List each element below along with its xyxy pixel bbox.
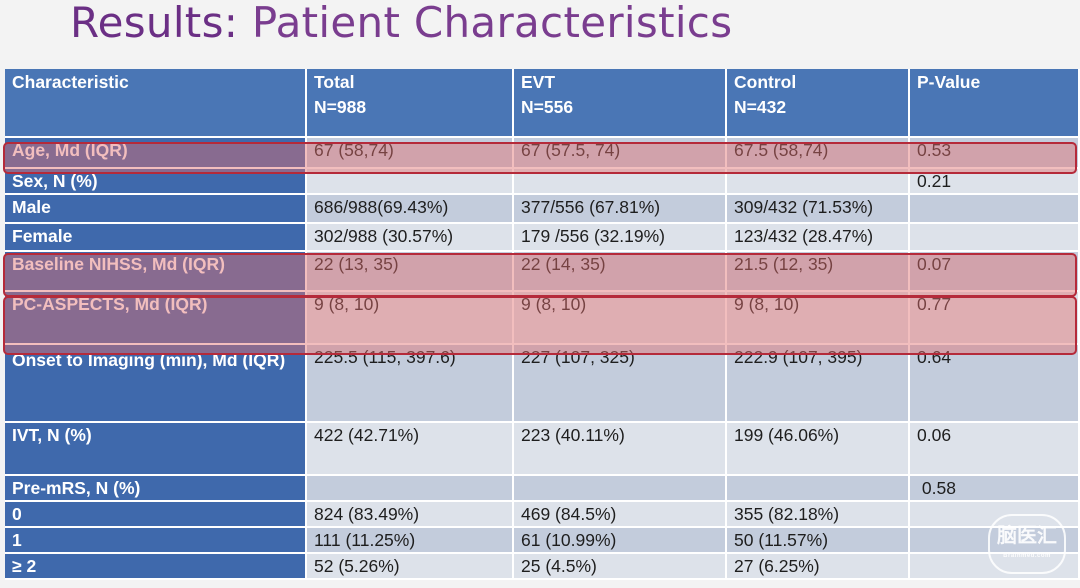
- row-label: 0: [5, 501, 307, 528]
- table-row-female: Female 302/988 (30.57%) 179 /556 (32.19%…: [5, 223, 1080, 252]
- cell-evt: 179 /556 (32.19%): [513, 223, 727, 252]
- row-label: Female: [5, 223, 307, 252]
- cell-evt: [513, 475, 727, 502]
- row-label: ≥ 2: [5, 553, 307, 580]
- cell-total: 422 (42.71%): [306, 422, 514, 476]
- table-row-mrs-2-plus: ≥ 2 52 (5.26%) 25 (4.5%) 27 (6.25%): [5, 553, 1080, 580]
- cell-total: 9 (8, 10): [306, 291, 514, 345]
- table-header-row: Characteristic Total N=988 EVT N=556 Contr…: [5, 69, 1080, 138]
- table-row-mrs-0: 0 824 (83.49%) 469 (84.5%) 355 (82.18%): [5, 501, 1080, 528]
- row-label: Male: [5, 194, 307, 224]
- cell-evt: 25 (4.5%): [513, 553, 727, 580]
- cell-p-value: 0.58: [909, 475, 1080, 502]
- patient-characteristics-table: Characteristic Total N=988 EVT N=556 Contr…: [5, 69, 1080, 580]
- row-label: PC-ASPECTS, Md (IQR): [5, 291, 307, 345]
- row-label: 1: [5, 527, 307, 554]
- table-row-pre-mrs: Pre-mRS, N (%) 0.58: [5, 475, 1080, 502]
- highlight-pc-aspects-row: [3, 296, 1077, 355]
- cell-total: [306, 475, 514, 502]
- row-label: Pre-mRS, N (%): [5, 475, 307, 502]
- cell-control: 123/432 (28.47%): [726, 223, 910, 252]
- table-row-male: Male 686/988(69.43%) 377/556 (67.81%) 30…: [5, 194, 1080, 224]
- cell-total: 111 (11.25%): [306, 527, 514, 554]
- title-prefix: Results:: [70, 0, 239, 47]
- row-label: IVT, N (%): [5, 422, 307, 476]
- highlight-nihss-row: [3, 253, 1077, 297]
- cell-total: 225.5 (115, 397.6): [306, 344, 514, 423]
- row-label: Baseline NIHSS, Md (IQR): [5, 251, 307, 292]
- cell-p-value: 0.07: [909, 251, 1080, 292]
- cell-p-value: [909, 223, 1080, 252]
- cell-control: 222.9 (107, 395): [726, 344, 910, 423]
- cell-total: 824 (83.49%): [306, 501, 514, 528]
- cell-p-value: 0.06: [909, 422, 1080, 476]
- cell-control: 199 (46.06%): [726, 422, 910, 476]
- cell-control: 21.5 (12, 35): [726, 251, 910, 292]
- cell-total: 686/988(69.43%): [306, 194, 514, 224]
- header-p-value: P-Value: [909, 69, 1080, 138]
- cell-p-value: 0.64: [909, 344, 1080, 423]
- cell-evt: 227 (107, 325): [513, 344, 727, 423]
- table-row-pc-aspects: PC-ASPECTS, Md (IQR) 9 (8, 10) 9 (8, 10)…: [5, 291, 1080, 345]
- header-control: Control N=432: [726, 69, 910, 138]
- cell-total: 52 (5.26%): [306, 553, 514, 580]
- cell-total: 22 (13, 35): [306, 251, 514, 292]
- title-main: Patient Characteristics: [251, 0, 733, 47]
- cell-control: 9 (8, 10): [726, 291, 910, 345]
- cell-evt: 469 (84.5%): [513, 501, 727, 528]
- header-evt: EVT N=556: [513, 69, 727, 138]
- cell-control: 355 (82.18%): [726, 501, 910, 528]
- cell-evt: 223 (40.11%): [513, 422, 727, 476]
- header-characteristic: Characteristic: [5, 69, 307, 138]
- cell-evt: 377/556 (67.81%): [513, 194, 727, 224]
- cell-p-value: [909, 194, 1080, 224]
- row-label: Onset to Imaging (min), Md (IQR): [5, 344, 307, 423]
- table-row-onset-to-imaging: Onset to Imaging (min), Md (IQR) 225.5 (…: [5, 344, 1080, 423]
- header-total: Total N=988: [306, 69, 514, 138]
- cell-control: [726, 475, 910, 502]
- cell-evt: 22 (14, 35): [513, 251, 727, 292]
- cell-control: 67.5 (58,74): [726, 137, 910, 169]
- highlight-age-row: [3, 142, 1077, 174]
- table-row-mrs-1: 1 111 (11.25%) 61 (10.99%) 50 (11.57%): [5, 527, 1080, 554]
- slide-title: Results: Patient Characteristics: [70, 0, 732, 47]
- cell-control: 27 (6.25%): [726, 553, 910, 580]
- table-row-ivt: IVT, N (%) 422 (42.71%) 223 (40.11%) 199…: [5, 422, 1080, 476]
- cell-evt: 9 (8, 10): [513, 291, 727, 345]
- table-row-baseline-nihss: Baseline NIHSS, Md (IQR) 22 (13, 35) 22 …: [5, 251, 1080, 292]
- cell-total: 302/988 (30.57%): [306, 223, 514, 252]
- cell-p-value: 0.77: [909, 291, 1080, 345]
- cell-control: 309/432 (71.53%): [726, 194, 910, 224]
- watermark-logo: 脑医汇 Brainmed.com: [988, 514, 1066, 574]
- cell-control: 50 (11.57%): [726, 527, 910, 554]
- cell-evt: 61 (10.99%): [513, 527, 727, 554]
